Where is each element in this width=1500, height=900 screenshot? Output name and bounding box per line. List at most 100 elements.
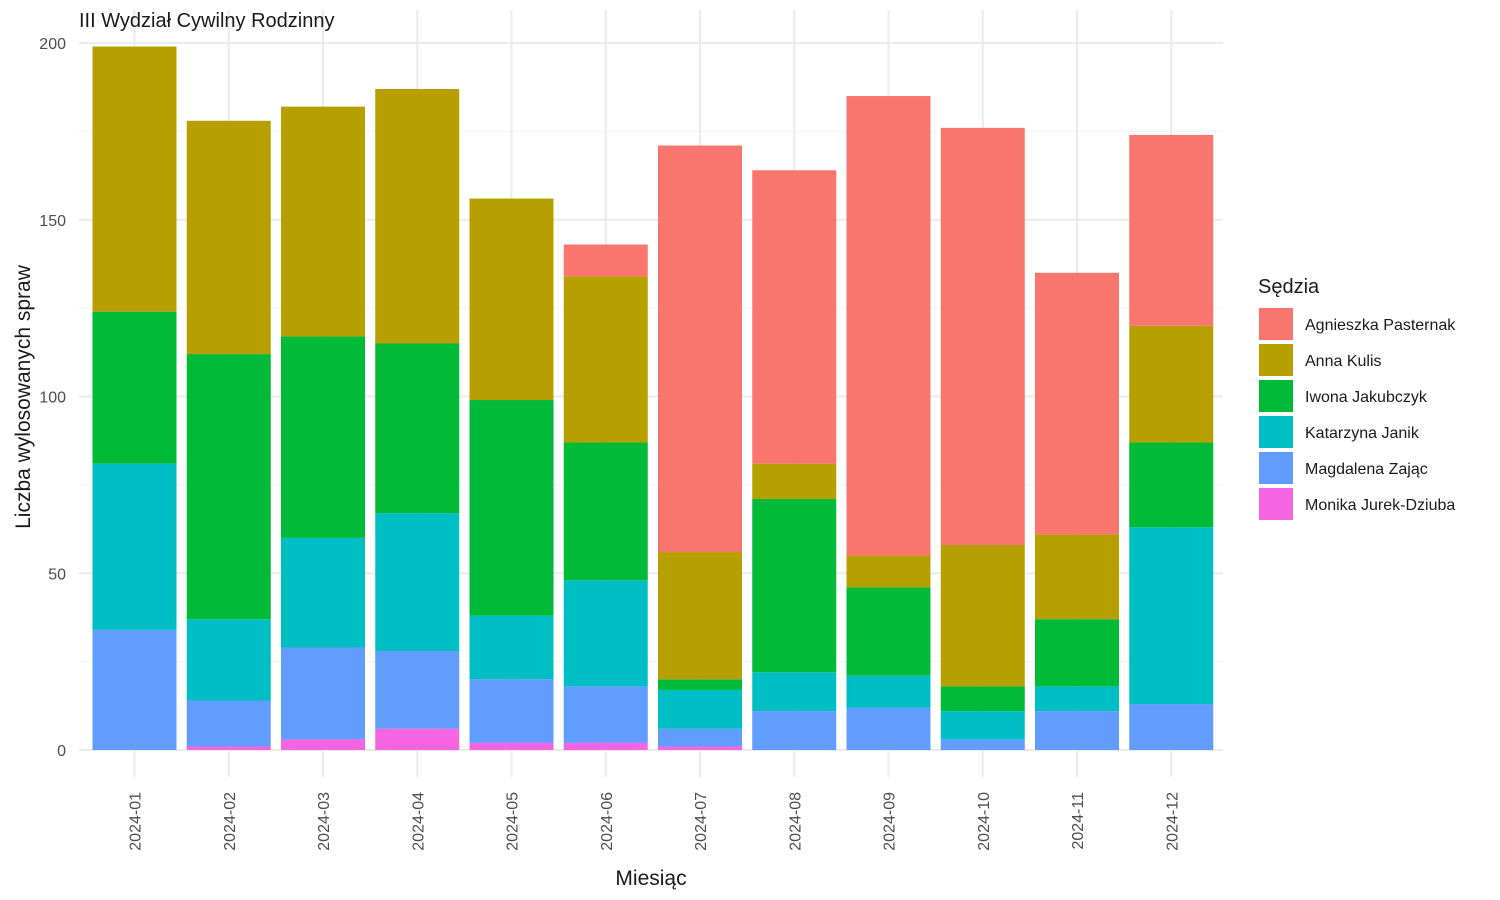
x-tick-label: 2024-12 bbox=[1164, 792, 1181, 851]
x-tick-label: 2024-05 bbox=[505, 792, 522, 851]
bar-segment bbox=[563, 244, 648, 277]
bars-layer bbox=[92, 46, 1214, 750]
bar-segment bbox=[469, 615, 554, 680]
bar-segment bbox=[940, 739, 1025, 750]
bar-segment bbox=[469, 742, 554, 750]
legend-title: Sędzia bbox=[1258, 276, 1320, 298]
bar-segment bbox=[563, 442, 648, 581]
x-tick-label: 2024-07 bbox=[693, 792, 710, 851]
legend: Sędzia Agnieszka Pasternak Anna Kulis Iwon… bbox=[1258, 276, 1456, 520]
legend-label: Iwona Jakubczyk bbox=[1305, 389, 1428, 406]
x-tick-label: 2024-01 bbox=[128, 792, 145, 851]
y-tick-label: 50 bbox=[48, 566, 66, 583]
bar-segment bbox=[658, 679, 742, 690]
bar-segment bbox=[940, 686, 1025, 712]
x-tick-label: 2024-03 bbox=[316, 792, 333, 851]
x-tick-label: 2024-09 bbox=[882, 792, 899, 851]
bar-segment bbox=[375, 728, 460, 750]
bar-segment bbox=[658, 552, 742, 680]
bar-segment bbox=[186, 120, 271, 355]
y-axis-title: Liczba wylosowanych spraw bbox=[12, 264, 35, 529]
bar-segment bbox=[940, 127, 1025, 545]
y-tick-label: 0 bbox=[57, 743, 66, 760]
legend-key bbox=[1259, 344, 1293, 376]
bar-segment bbox=[1129, 134, 1214, 326]
bar-segment bbox=[1129, 442, 1214, 528]
bar-segment bbox=[1035, 711, 1119, 750]
bar-segment bbox=[469, 679, 554, 743]
bar-segment bbox=[281, 537, 365, 648]
bar-segment bbox=[1035, 686, 1119, 712]
bar-segment bbox=[658, 746, 742, 750]
bar-segment bbox=[563, 276, 648, 443]
bar-segment bbox=[846, 587, 931, 676]
bar-segment bbox=[752, 170, 837, 464]
legend-label: Agnieszka Pasternak bbox=[1305, 317, 1456, 334]
bar-segment bbox=[846, 96, 931, 556]
bar-segment bbox=[846, 675, 931, 708]
bar-segment bbox=[752, 711, 837, 750]
bar-segment bbox=[658, 728, 742, 747]
bar-segment bbox=[752, 672, 837, 712]
legend-label: Magdalena Zając bbox=[1305, 461, 1428, 478]
bar-segment bbox=[1129, 704, 1214, 750]
legend-key bbox=[1259, 380, 1293, 412]
bar-segment bbox=[186, 700, 271, 747]
bar-segment bbox=[92, 629, 177, 750]
x-tick-labels: 2024-01 2024-02 2024-03 2024-04 2024-05 2024-… bbox=[128, 792, 1182, 851]
legend-key bbox=[1259, 452, 1293, 484]
bar-segment bbox=[281, 647, 365, 740]
bar-segment bbox=[940, 544, 1025, 687]
legend-key bbox=[1259, 308, 1293, 340]
x-tick-label: 2024-11 bbox=[1070, 792, 1087, 850]
x-tick-label: 2024-02 bbox=[222, 792, 239, 851]
bar-segment bbox=[281, 336, 365, 538]
x-axis-title: Miesiąc bbox=[615, 867, 686, 890]
bar-segment bbox=[1035, 619, 1119, 687]
bar-segment bbox=[752, 499, 837, 673]
legend-label: Monika Jurek-Dziuba bbox=[1305, 497, 1455, 514]
bar-segment bbox=[375, 88, 460, 344]
x-tick-label: 2024-06 bbox=[599, 792, 616, 851]
bar-segment bbox=[92, 46, 177, 312]
bar-segment bbox=[563, 580, 648, 687]
bar-segment bbox=[846, 555, 931, 588]
x-tick-label: 2024-04 bbox=[410, 792, 427, 851]
bar-segment bbox=[375, 513, 460, 652]
bar-segment bbox=[375, 651, 460, 729]
x-tick-label: 2024-08 bbox=[787, 792, 804, 851]
bar-segment bbox=[846, 707, 931, 750]
y-tick-label: 150 bbox=[39, 213, 66, 230]
bar-segment bbox=[186, 354, 271, 620]
bar-segment bbox=[186, 746, 271, 750]
bar-segment bbox=[92, 311, 177, 464]
bar-segment bbox=[1129, 325, 1214, 443]
bar-segment bbox=[658, 689, 742, 729]
chart-title: III Wydział Cywilny Rodzinny bbox=[79, 10, 334, 32]
bar-segment bbox=[658, 145, 742, 553]
bar-segment bbox=[281, 739, 365, 750]
y-tick-labels: 0 50 100 150 200 bbox=[39, 36, 66, 760]
legend-label: Katarzyna Janik bbox=[1305, 425, 1420, 442]
bar-segment bbox=[1035, 272, 1119, 535]
bar-segment bbox=[375, 343, 460, 514]
legend-key bbox=[1259, 416, 1293, 448]
y-tick-label: 200 bbox=[39, 36, 66, 53]
bar-segment bbox=[563, 686, 648, 743]
bar-segment bbox=[281, 106, 365, 337]
bar-segment bbox=[563, 742, 648, 750]
bar-segment bbox=[92, 463, 177, 630]
legend-label: Anna Kulis bbox=[1305, 353, 1382, 370]
bar-segment bbox=[469, 400, 554, 616]
legend-items: Agnieszka Pasternak Anna Kulis Iwona Jakub… bbox=[1259, 308, 1456, 520]
x-tick-label: 2024-10 bbox=[976, 792, 993, 851]
bar-segment bbox=[752, 463, 837, 500]
legend-key bbox=[1259, 488, 1293, 520]
bar-segment bbox=[1035, 534, 1119, 620]
bar-segment bbox=[940, 711, 1025, 740]
bar-segment bbox=[1129, 527, 1214, 705]
bar-segment bbox=[469, 198, 554, 401]
y-tick-label: 100 bbox=[39, 390, 66, 407]
bar-segment bbox=[186, 619, 271, 701]
